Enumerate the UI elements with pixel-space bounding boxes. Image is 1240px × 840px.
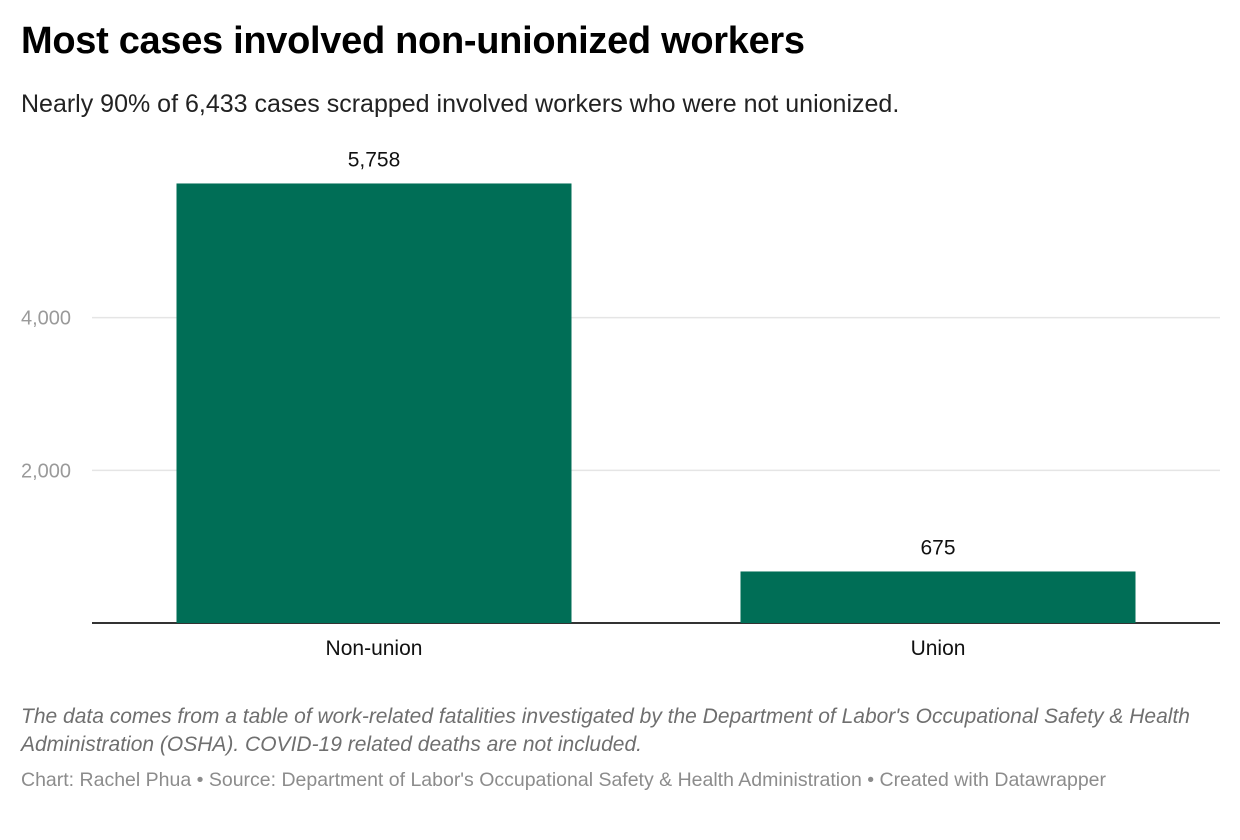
bars — [176, 183, 1136, 624]
labels: 2,000 4,000 5,758 Non-union 675 Union — [21, 148, 965, 660]
chart-subtitle: Nearly 90% of 6,433 cases scrapped invol… — [21, 90, 900, 118]
x-category-label: Non-union — [326, 637, 423, 660]
bar-non-union — [176, 183, 572, 624]
data-label: 5,758 — [348, 148, 401, 171]
y-tick-label: 2,000 — [21, 460, 71, 482]
chart-byline: Chart: Rachel Phua • Source: Department … — [21, 769, 1107, 791]
y-tick-label: 4,000 — [21, 308, 71, 330]
data-label: 675 — [920, 536, 955, 559]
bar-chart: 2,000 4,000 5,758 Non-union 675 Union — [21, 148, 1220, 660]
chart-notes: The data comes from a table of work-rela… — [21, 705, 1190, 756]
chart-title: Most cases involved non-unionized worker… — [21, 20, 805, 62]
x-category-label: Union — [911, 637, 966, 660]
bar-union — [740, 571, 1136, 623]
